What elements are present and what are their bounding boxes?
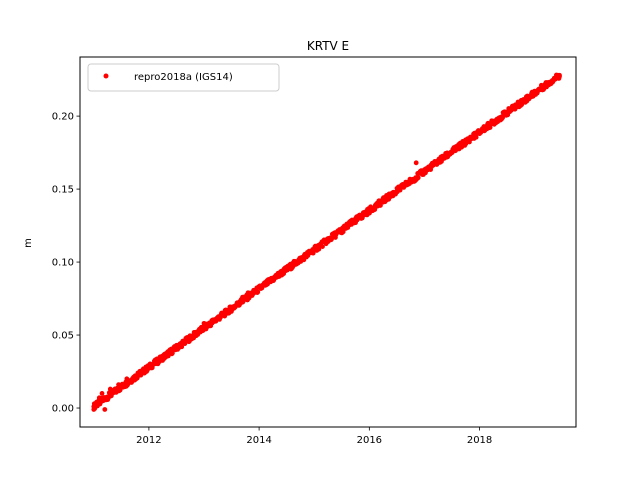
x-tick-label: 2018 xyxy=(467,435,492,446)
data-point xyxy=(102,407,108,412)
data-point xyxy=(325,239,331,245)
data-point xyxy=(408,179,414,185)
data-point xyxy=(187,334,193,339)
data-point xyxy=(490,121,496,126)
x-tick-label: 2014 xyxy=(246,435,271,446)
plot-area: 0.00 0.05 0.10 0.15 0.20 2012 2014 2016 2018 xyxy=(52,72,562,446)
data-point xyxy=(135,370,141,376)
data-point xyxy=(417,169,423,174)
x-tick-label: 2016 xyxy=(357,435,382,446)
data-point xyxy=(557,72,562,78)
y-axis-label: m xyxy=(23,238,34,248)
data-point xyxy=(311,247,317,253)
data-point xyxy=(504,110,510,116)
y-tick-label: 0.00 xyxy=(52,404,74,415)
legend-label: repro2018a (IGS14) xyxy=(134,72,233,83)
legend-box xyxy=(87,63,280,92)
data-point xyxy=(518,100,524,106)
data-point xyxy=(229,306,234,312)
x-tick-label: 2012 xyxy=(136,435,161,446)
data-point xyxy=(237,299,243,304)
data-point xyxy=(415,175,421,181)
data-point xyxy=(91,404,97,409)
data-point xyxy=(413,160,419,166)
data-point xyxy=(546,81,551,87)
y-tick-label: 0.20 xyxy=(52,112,74,123)
data-point xyxy=(146,364,152,370)
data-point xyxy=(124,376,130,382)
legend: repro2018a (IGS14) xyxy=(87,63,280,92)
data-point xyxy=(116,382,121,388)
data-point xyxy=(320,244,325,250)
data-point xyxy=(380,199,386,205)
data-point xyxy=(477,131,482,137)
data-point xyxy=(366,208,372,214)
data-point xyxy=(298,258,303,264)
data-point xyxy=(240,294,245,300)
data-point xyxy=(165,353,171,359)
data-point xyxy=(435,158,441,164)
data-point xyxy=(463,141,469,147)
data-point xyxy=(449,150,455,156)
data-point xyxy=(96,395,102,401)
data-point xyxy=(201,320,207,326)
data-point xyxy=(394,189,400,195)
y-tick-label: 0.10 xyxy=(52,258,74,269)
data-point xyxy=(256,284,262,290)
y-tick-label: 0.05 xyxy=(52,331,74,342)
data-point xyxy=(255,289,261,295)
data-point xyxy=(174,344,179,350)
data-point xyxy=(353,220,358,226)
data-point xyxy=(270,275,276,281)
data-point xyxy=(422,167,427,173)
data-point xyxy=(107,386,113,392)
data-point xyxy=(215,315,221,320)
data-point xyxy=(196,328,201,334)
data-point xyxy=(339,230,345,236)
legend-marker xyxy=(103,73,109,79)
data-point xyxy=(94,399,99,405)
chart-title: KRTV E xyxy=(307,39,349,53)
data-point xyxy=(284,266,290,272)
data-point xyxy=(99,391,105,396)
data-point xyxy=(532,91,538,97)
y-tick-label: 0.15 xyxy=(52,185,74,196)
data-point xyxy=(473,134,479,140)
data-point xyxy=(179,344,185,350)
axes-frame xyxy=(79,56,577,428)
data-point xyxy=(160,354,166,360)
data-point xyxy=(245,290,251,296)
